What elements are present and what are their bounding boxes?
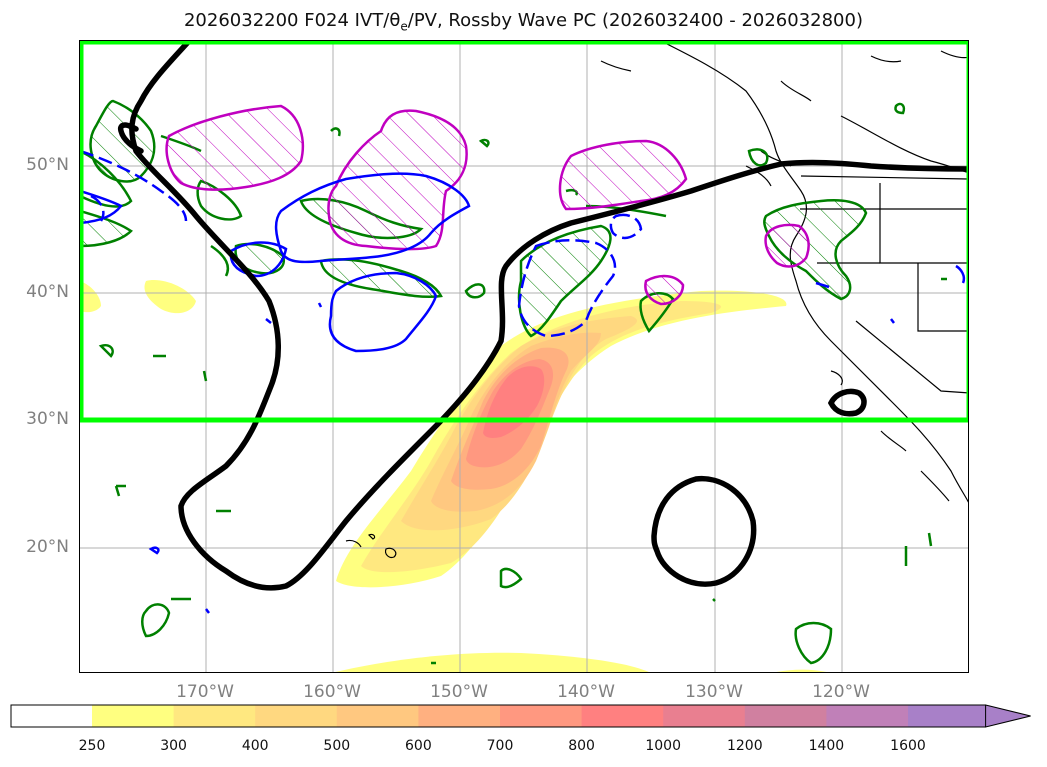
pv-positive-contours <box>165 104 810 306</box>
colorbar-tick-label: 1400 <box>808 738 845 754</box>
lat-label-40n: 40°N <box>26 282 69 302</box>
colorbar-tick-label: 300 <box>160 738 187 754</box>
colorbar-tick-label: 250 <box>78 738 106 754</box>
lon-label-160w: 160°W <box>303 682 361 702</box>
colorbar-tick-label: 1600 <box>890 738 926 754</box>
lon-label-170w: 170°W <box>176 682 234 702</box>
colorbar-tick-label: 600 <box>405 738 432 754</box>
ivt-250-edge <box>80 281 101 313</box>
rossby-wave-contour <box>117 41 968 591</box>
ivt-colorbar <box>10 704 1031 728</box>
ivt-250-west <box>144 280 196 314</box>
colorbar-bin <box>92 705 175 727</box>
colorbar-bin <box>826 705 909 727</box>
colorbar-under <box>11 705 92 727</box>
map-title: 2026032200 F024 IVT/θe/PV, Rossby Wave P… <box>183 10 863 34</box>
colorbar-bin <box>744 705 827 727</box>
lat-label-30n: 30°N <box>26 409 69 429</box>
map-canvas <box>80 41 968 672</box>
colorbar-bin <box>255 705 338 727</box>
lon-label-120w: 120°W <box>812 682 870 702</box>
lon-label-140w: 140°W <box>557 682 615 702</box>
colorbar-tick-label: 500 <box>323 738 351 754</box>
ivt-250-south <box>335 652 649 672</box>
pv-negative-contours <box>80 149 966 614</box>
colorbar-bin <box>336 705 419 727</box>
colorbar-tick-label: 1200 <box>726 738 763 754</box>
colorbar-bin <box>173 705 256 727</box>
colorbar-bin <box>663 705 746 727</box>
ivt-250-se <box>776 669 827 672</box>
colorbar-outline <box>10 704 986 728</box>
colorbar-tick-label: 1000 <box>645 738 682 754</box>
colorbar-bin <box>581 705 664 727</box>
lon-label-150w: 150°W <box>430 682 488 702</box>
coastlines <box>345 41 968 559</box>
target-domain-box <box>80 41 968 423</box>
ivt-shading <box>80 280 827 672</box>
colorbar-tick-label: 700 <box>486 738 514 754</box>
colorbar-bin <box>418 705 501 727</box>
lon-label-130w: 130°W <box>685 682 743 702</box>
colorbar-tick-label: 400 <box>241 738 269 754</box>
map-panel <box>79 40 969 673</box>
lat-label-50n: 50°N <box>26 155 69 175</box>
colorbar-tick-label: 800 <box>568 738 595 754</box>
colorbar-bin <box>908 705 986 727</box>
colorbar-bin <box>500 705 583 727</box>
colorbar-extend-arrow <box>985 704 1031 728</box>
lat-label-20n: 20°N <box>26 537 69 557</box>
